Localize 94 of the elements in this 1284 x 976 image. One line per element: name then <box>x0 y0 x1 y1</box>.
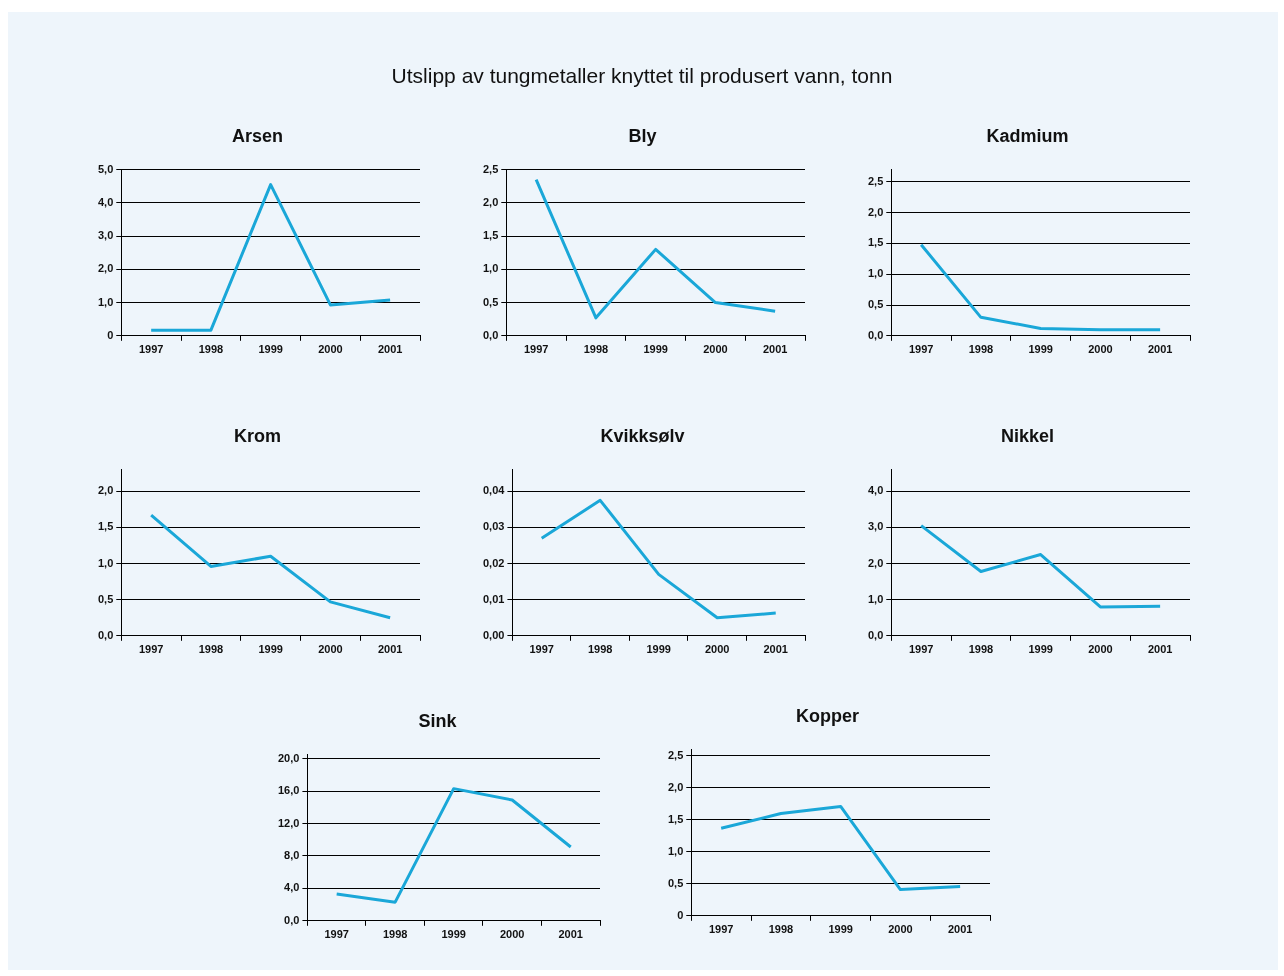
x-tick-label: 2000 <box>704 643 730 656</box>
x-tick-label: 1999 <box>828 923 853 936</box>
y-tick-label: 2,0 <box>97 262 114 275</box>
y-tick-label: 0,5 <box>482 295 499 308</box>
y-tick-label: 0,0 <box>867 628 884 641</box>
y-tick-label: 4,0 <box>97 195 114 208</box>
x-tick-label: 2001 <box>558 928 583 941</box>
x-tick-label: 2000 <box>703 343 728 356</box>
chart-title: Arsen <box>231 125 284 146</box>
chart-title: Kvikksølv <box>600 425 685 446</box>
x-tick-label: 1999 <box>258 343 283 356</box>
chart-title: Kopper <box>796 705 859 726</box>
x-tick-label: 2000 <box>888 923 913 936</box>
y-tick-label: 20,0 <box>277 751 300 764</box>
y-tick-label: 12,0 <box>277 816 300 829</box>
y-tick-label: 2,5 <box>667 749 684 762</box>
y-tick-label: 0 <box>677 908 684 921</box>
y-tick-label: 2,0 <box>97 484 114 497</box>
y-tick-label: 4,0 <box>867 484 884 497</box>
y-tick-label: 2,0 <box>667 780 684 793</box>
x-tick-label: 2001 <box>377 343 403 356</box>
y-tick-label: 4,0 <box>284 881 300 894</box>
y-tick-label: 0,02 <box>482 556 505 569</box>
x-tick-label: 1998 <box>968 343 994 356</box>
y-tick-label: 0,5 <box>667 876 684 889</box>
x-tick-label: 2001 <box>1147 343 1173 356</box>
chart-title: Nikkel <box>1000 425 1055 446</box>
x-tick-label: 1998 <box>198 343 224 356</box>
x-tick-label: 1997 <box>523 343 549 356</box>
y-tick-label: 1,5 <box>667 812 684 825</box>
x-tick-label: 1997 <box>908 343 934 356</box>
x-tick-label: 1998 <box>583 343 609 356</box>
y-tick-label: 1,0 <box>482 262 499 275</box>
y-tick-label: 0,03 <box>482 520 505 533</box>
y-tick-label: 0,00 <box>482 628 505 641</box>
x-tick-label: 1997 <box>908 643 934 656</box>
x-tick-label: 2000 <box>1088 643 1113 656</box>
y-tick-label: 0,0 <box>867 328 884 341</box>
x-tick-label: 2000 <box>499 928 525 941</box>
x-tick-label: 2000 <box>318 643 343 656</box>
y-tick-label: 1,0 <box>667 844 684 857</box>
x-tick-label: 1998 <box>198 643 224 656</box>
y-tick-label: 1,5 <box>482 229 499 242</box>
x-tick-label: 1999 <box>441 928 466 941</box>
y-tick-label: 2,5 <box>482 162 499 175</box>
y-tick-label: 1,0 <box>867 267 884 280</box>
y-tick-label: 1,0 <box>867 592 884 605</box>
x-tick-label: 1998 <box>968 643 994 656</box>
y-tick-label: 8,0 <box>284 848 300 861</box>
y-tick-label: 3,0 <box>867 520 884 533</box>
y-tick-label: 5,0 <box>97 162 114 175</box>
chart-title: Kadmium <box>986 125 1069 146</box>
y-tick-label: 2,5 <box>867 174 884 187</box>
chart-title: Sink <box>418 710 458 731</box>
y-tick-label: 0,04 <box>482 484 506 497</box>
x-tick-label: 2000 <box>318 343 343 356</box>
y-tick-label: 0,5 <box>867 298 884 311</box>
x-tick-label: 1998 <box>382 928 408 941</box>
y-tick-label: 2,0 <box>482 195 499 208</box>
x-tick-label: 2001 <box>377 643 403 656</box>
x-tick-label: 2001 <box>762 343 788 356</box>
x-tick-label: 1999 <box>258 643 283 656</box>
y-tick-label: 0,01 <box>482 592 505 605</box>
x-tick-label: 1999 <box>643 343 668 356</box>
y-tick-label: 16,0 <box>277 784 300 797</box>
x-tick-label: 2001 <box>1147 643 1173 656</box>
y-tick-label: 2,0 <box>867 556 884 569</box>
y-tick-label: 1,0 <box>97 295 114 308</box>
chart-title: Krom <box>233 425 282 446</box>
x-tick-label: 1997 <box>138 343 164 356</box>
y-tick-label: 1,5 <box>97 520 114 533</box>
x-tick-label: 1998 <box>587 643 613 656</box>
y-tick-label: 3,0 <box>97 229 114 242</box>
y-tick-label: 1,0 <box>97 556 114 569</box>
x-tick-label: 1997 <box>529 643 554 656</box>
x-tick-label: 2000 <box>1088 343 1113 356</box>
x-tick-label: 1997 <box>708 923 734 936</box>
y-tick-label: 2,0 <box>867 205 884 218</box>
x-tick-label: 1999 <box>646 643 671 656</box>
y-tick-label: 0 <box>107 328 114 341</box>
text: Utslipp av tungmetaller knyttet til produsert vann, tonn <box>390 64 894 88</box>
chart-title: Bly <box>628 125 657 146</box>
x-tick-label: 1999 <box>1028 643 1053 656</box>
x-tick-label: 1997 <box>138 643 164 656</box>
y-tick-label: 0,0 <box>482 328 499 341</box>
x-tick-label: 2001 <box>763 643 788 656</box>
y-tick-label: 0,5 <box>97 592 114 605</box>
x-tick-label: 1997 <box>324 928 349 941</box>
y-tick-label: 0,0 <box>97 628 114 641</box>
x-tick-label: 1999 <box>1028 343 1053 356</box>
y-tick-label: 1,5 <box>867 236 884 249</box>
y-tick-label: 0,0 <box>284 913 300 926</box>
x-tick-label: 2001 <box>947 923 973 936</box>
x-tick-label: 1998 <box>768 923 794 936</box>
